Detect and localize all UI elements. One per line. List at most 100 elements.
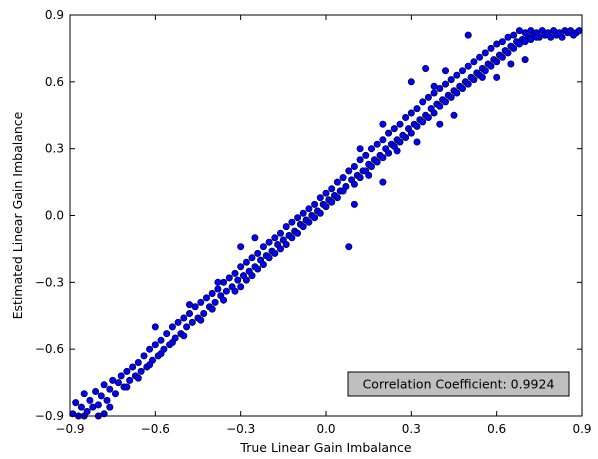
data-point bbox=[413, 122, 421, 130]
data-point bbox=[157, 350, 165, 358]
data-point bbox=[328, 185, 336, 193]
data-point bbox=[316, 194, 324, 202]
data-point bbox=[316, 209, 324, 217]
data-point bbox=[413, 138, 421, 146]
data-point bbox=[407, 78, 415, 86]
data-point bbox=[265, 238, 273, 246]
correlation-annotation: Correlation Coefficient: 0.9924 bbox=[347, 371, 570, 397]
data-point bbox=[254, 249, 262, 257]
data-point bbox=[504, 49, 512, 57]
data-point bbox=[311, 214, 319, 222]
data-point bbox=[134, 358, 142, 366]
data-point bbox=[100, 381, 108, 389]
data-point bbox=[157, 336, 165, 344]
data-point bbox=[510, 31, 518, 39]
data-point bbox=[265, 254, 273, 262]
data-point bbox=[248, 272, 256, 280]
data-point bbox=[385, 129, 393, 137]
data-point bbox=[430, 89, 438, 97]
data-point bbox=[220, 296, 228, 304]
data-point bbox=[441, 80, 449, 88]
data-point bbox=[402, 134, 410, 142]
data-point bbox=[532, 33, 540, 41]
data-point bbox=[322, 189, 330, 197]
data-point bbox=[379, 136, 387, 144]
data-point bbox=[123, 367, 131, 375]
data-point bbox=[114, 379, 122, 387]
data-point bbox=[237, 243, 245, 251]
x-tick-label: −0.3 bbox=[226, 422, 255, 436]
data-point bbox=[493, 73, 501, 81]
y-tick-label: 0.0 bbox=[45, 209, 64, 223]
data-point bbox=[379, 178, 387, 186]
data-point bbox=[390, 125, 398, 133]
data-point bbox=[271, 234, 279, 242]
x-axis-title: True Linear Gain Imbalance bbox=[239, 440, 411, 455]
data-point bbox=[345, 243, 353, 251]
data-point bbox=[436, 120, 444, 128]
data-point bbox=[424, 93, 432, 101]
data-point bbox=[575, 27, 583, 35]
data-point bbox=[197, 298, 205, 306]
data-point bbox=[470, 76, 478, 84]
data-point bbox=[510, 44, 518, 52]
data-point bbox=[140, 352, 148, 360]
y-tick-label: 0.9 bbox=[45, 8, 64, 22]
data-point bbox=[453, 89, 461, 97]
data-point bbox=[379, 120, 387, 128]
y-tick-label: 0.3 bbox=[45, 142, 64, 156]
data-point bbox=[430, 82, 438, 90]
data-point bbox=[385, 149, 393, 157]
data-point bbox=[373, 140, 381, 148]
data-point bbox=[441, 98, 449, 106]
data-point bbox=[430, 109, 438, 117]
data-point bbox=[367, 145, 375, 153]
data-point bbox=[507, 60, 515, 68]
data-point bbox=[237, 263, 245, 271]
data-point bbox=[464, 31, 472, 39]
data-point bbox=[487, 44, 495, 52]
data-point bbox=[208, 289, 216, 297]
data-point bbox=[211, 298, 219, 306]
data-point bbox=[208, 305, 216, 313]
data-point bbox=[299, 223, 307, 231]
y-tick-label: 0.6 bbox=[45, 75, 64, 89]
data-point bbox=[441, 67, 449, 75]
data-point bbox=[231, 269, 239, 277]
data-point bbox=[362, 151, 370, 159]
data-point bbox=[146, 361, 154, 369]
data-point bbox=[231, 287, 239, 295]
data-point bbox=[214, 278, 222, 286]
annotation-box bbox=[347, 371, 570, 397]
data-point bbox=[197, 316, 205, 324]
scatter-points bbox=[69, 27, 583, 420]
data-point bbox=[294, 229, 302, 237]
data-point bbox=[129, 363, 137, 371]
data-point bbox=[248, 254, 256, 262]
data-point bbox=[282, 241, 290, 249]
x-tick-label: 0.6 bbox=[487, 422, 506, 436]
data-point bbox=[242, 276, 250, 284]
data-point bbox=[186, 301, 194, 309]
data-point bbox=[123, 383, 131, 391]
data-point bbox=[112, 390, 120, 398]
data-point bbox=[447, 93, 455, 101]
data-point bbox=[251, 234, 259, 242]
data-point bbox=[234, 276, 242, 284]
x-tick-label: 0.0 bbox=[316, 422, 335, 436]
data-point bbox=[168, 323, 176, 331]
data-point bbox=[328, 198, 336, 206]
data-point bbox=[180, 332, 188, 340]
data-point bbox=[453, 71, 461, 79]
data-point bbox=[350, 200, 358, 208]
data-point bbox=[92, 387, 100, 395]
data-point bbox=[222, 287, 230, 295]
data-point bbox=[419, 98, 427, 106]
data-point bbox=[97, 392, 105, 400]
data-point bbox=[137, 367, 145, 375]
data-point bbox=[558, 33, 566, 41]
data-point bbox=[299, 209, 307, 217]
data-point bbox=[373, 158, 381, 166]
data-point bbox=[288, 218, 296, 226]
data-point bbox=[117, 372, 125, 380]
